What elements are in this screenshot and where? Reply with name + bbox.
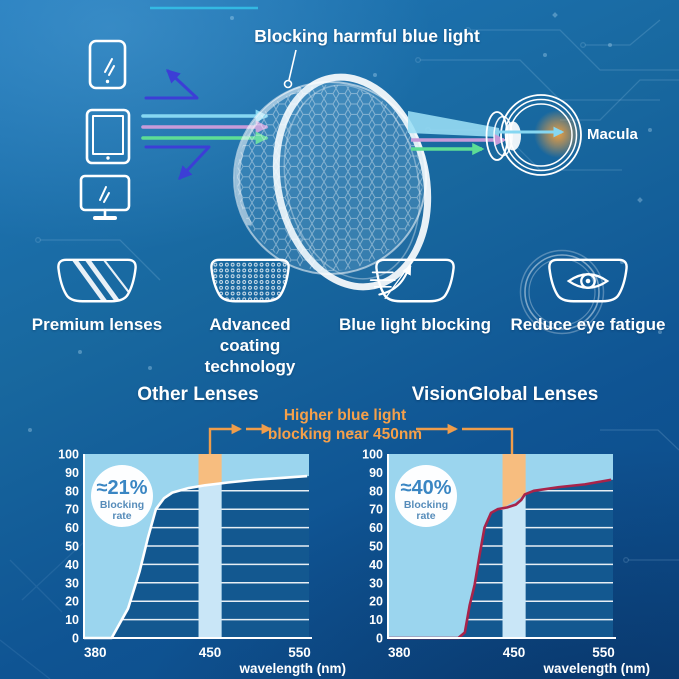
chart-visionglobal-lenses: 0 10 20 30 40 50 60 70 80 90 100 380 450 550wavelengt… <box>362 448 650 677</box>
feature-label: Advanced coating technology <box>204 315 296 376</box>
y-tick-label: 40 <box>369 558 383 572</box>
blue-light-blocking-icon <box>369 258 455 303</box>
blocking-rate-label: rate <box>416 510 435 522</box>
y-tick-label: 100 <box>58 448 79 462</box>
y-tick-label: 90 <box>65 466 79 480</box>
tablet-icon <box>85 108 131 165</box>
coating-lens-icon <box>210 258 290 303</box>
smartphone-icon <box>88 39 127 90</box>
feature-advanced-coating: Advanced coating technology <box>179 256 321 377</box>
chart-title-visionglobal-lenses: VisionGlobal Lenses <box>411 384 599 405</box>
x-axis-label: wavelength (nm) <box>238 661 346 676</box>
y-tick-label: 10 <box>65 613 79 627</box>
y-tick-label: 90 <box>369 466 383 480</box>
y-tick-label: 20 <box>369 595 383 609</box>
y-tick-label: 100 <box>362 448 383 462</box>
y-tick-label: 20 <box>65 595 79 609</box>
feature-label: Premium lenses <box>31 315 163 334</box>
x-tick-label: 380 <box>84 645 107 660</box>
y-tick-label: 70 <box>65 503 79 517</box>
blocking-rate-label: rate <box>112 510 131 522</box>
crystalline-lens <box>505 121 521 151</box>
y-tick-label: 30 <box>369 576 383 590</box>
eye-fatigue-icon <box>548 258 628 303</box>
chart-other-lenses: 0 10 20 30 40 50 60 70 80 90 100 380 450 550wavelengt… <box>58 448 346 677</box>
feature-blue-light-blocking: Blue light blocking <box>330 256 500 335</box>
feature-reduce-eye-fatigue: Reduce eye fatigue <box>500 256 676 335</box>
transmitted-beam <box>408 111 499 137</box>
monitor-icon <box>79 174 131 220</box>
hero-diagram <box>79 39 582 291</box>
annotation-line-1: Higher blue light <box>283 407 407 424</box>
y-tick-label: 70 <box>369 503 383 517</box>
y-tick-label: 0 <box>376 632 383 646</box>
coated-lens-graphic <box>233 73 432 291</box>
feature-premium-lenses: Premium lenses <box>15 256 179 335</box>
x-tick-label: 450 <box>503 645 526 660</box>
macula-glow <box>534 110 582 158</box>
reflected-light-arrow-top <box>144 69 199 100</box>
reflected-light-arrow-bottom <box>144 145 211 181</box>
blocking-rate-bubble <box>395 465 457 527</box>
eye-diagram <box>485 94 582 176</box>
transmission-curve <box>84 474 308 640</box>
title-leader-line <box>283 49 297 89</box>
band-450nm-blocking <box>198 454 222 487</box>
annotation-higher-blocking: Higher blue light blocking near 450nm <box>240 406 450 444</box>
transmission-curve <box>388 478 612 640</box>
blocking-rate-value: ≈21% <box>96 477 147 499</box>
x-tick-label: 550 <box>288 645 311 660</box>
y-tick-label: 80 <box>369 484 383 498</box>
y-tick-label: 60 <box>369 521 383 535</box>
x-tick-label: 450 <box>199 645 222 660</box>
y-tick-label: 30 <box>65 576 79 590</box>
blocking-rate-bubble <box>91 465 153 527</box>
hero-title: Blocking harmful blue light <box>254 26 480 46</box>
annotation-line-2: blocking near 450nm <box>267 426 423 443</box>
y-tick-label: 40 <box>65 558 79 572</box>
band-450nm-blocking <box>502 454 526 509</box>
chart-title-other-lenses: Other Lenses <box>137 384 259 405</box>
y-tick-label: 50 <box>369 540 383 554</box>
macula-label: Macula <box>587 126 638 143</box>
feature-label: Reduce eye fatigue <box>510 315 666 334</box>
blocking-rate-value: ≈40% <box>400 477 451 499</box>
eye-icon <box>566 273 610 289</box>
premium-lens-icon <box>57 258 137 303</box>
y-tick-label: 10 <box>369 613 383 627</box>
y-tick-label: 60 <box>65 521 79 535</box>
blocking-rate-label: Blocking <box>404 499 448 511</box>
feature-label: Blue light blocking <box>338 315 492 334</box>
x-tick-label: 550 <box>592 645 615 660</box>
x-tick-label: 380 <box>388 645 411 660</box>
x-axis-label: wavelength (nm) <box>542 661 650 676</box>
band-450nm <box>198 454 222 638</box>
honeycomb-coating <box>237 85 423 271</box>
y-tick-label: 50 <box>65 540 79 554</box>
blocking-rate-label: Blocking <box>100 499 144 511</box>
y-tick-label: 80 <box>65 484 79 498</box>
y-tick-label: 0 <box>72 632 79 646</box>
